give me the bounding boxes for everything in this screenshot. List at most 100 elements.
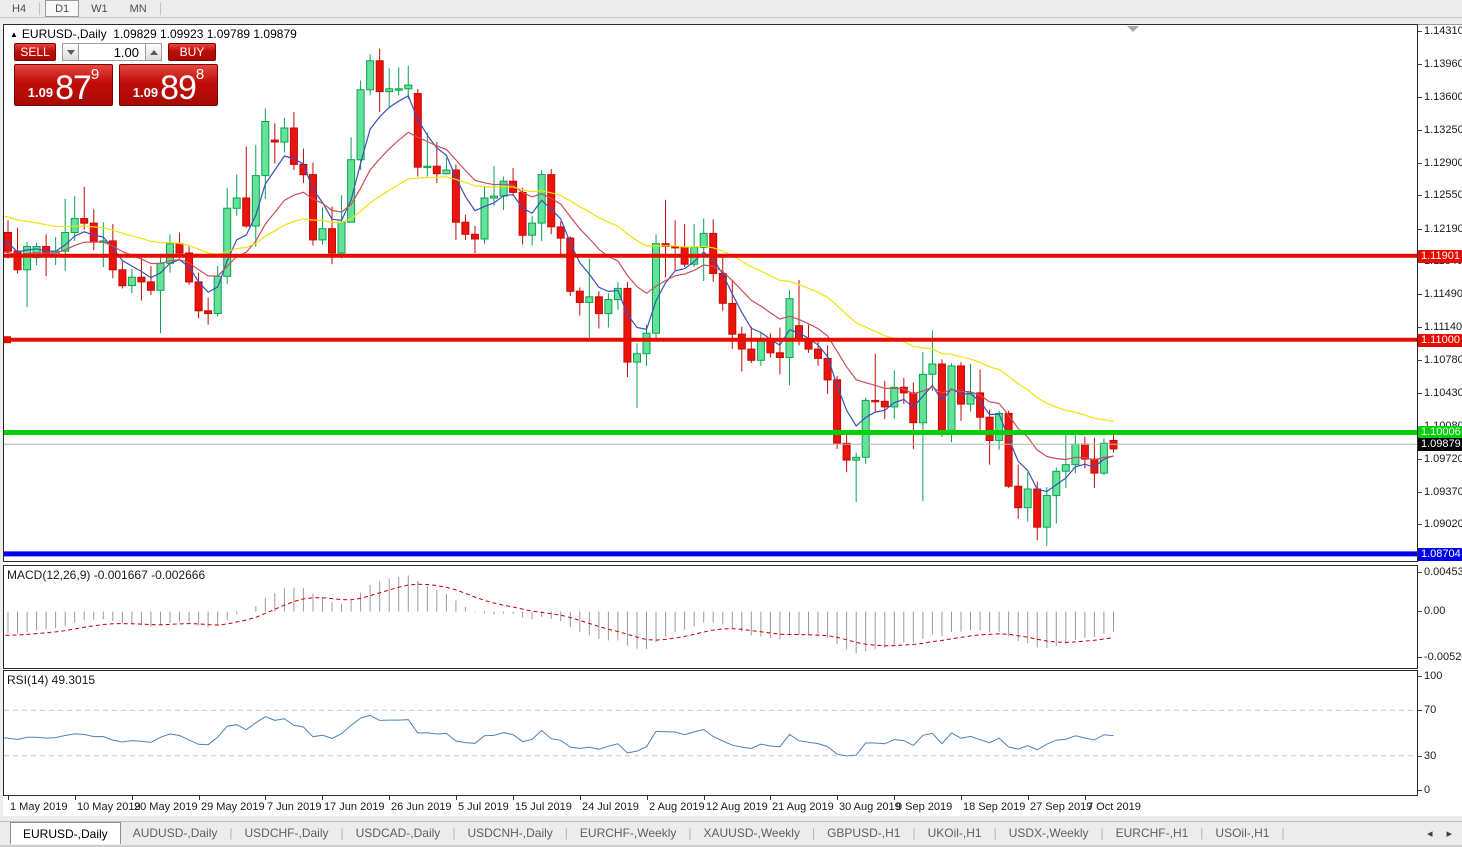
date-axis-tick (1085, 796, 1086, 800)
candle (251, 144, 260, 247)
date-axis-tick (770, 796, 771, 800)
tab-eurchf-weekly[interactable]: EURCHF-,Weekly (579, 826, 677, 840)
tab-xauusd-weekly[interactable]: XAUUSD-,Weekly (703, 826, 800, 840)
candle (566, 236, 575, 296)
toolbar-separator (159, 2, 161, 15)
tab-eurchf-h1[interactable]: EURCHF-,H1 (1115, 826, 1189, 840)
sell-price-prefix: 1.09 (27, 85, 54, 100)
date-axis-label: 12 Aug 2019 (706, 801, 768, 813)
sell-button[interactable]: SELL (14, 43, 56, 61)
rsi-panel[interactable] (3, 670, 1418, 796)
tab-audusd-daily[interactable]: AUDUSD-,Daily (132, 826, 218, 840)
candle (432, 142, 441, 183)
candle (70, 196, 79, 241)
timeframe-button-h4[interactable]: H4 (12, 2, 27, 15)
price-axis-label: 1.11490 (1424, 288, 1462, 300)
ohlc-readout: 1.09829 1.09923 1.09789 1.09879 (113, 27, 297, 41)
candle (890, 370, 899, 419)
tab-usoil-h1[interactable]: USOil-,H1 (1215, 826, 1270, 840)
candle (585, 258, 594, 339)
candle (366, 54, 375, 96)
axis-tick (1418, 31, 1422, 32)
price-axis-label: 1.09370 (1424, 486, 1462, 498)
chart-shift-marker-icon (1127, 26, 1139, 32)
tab-separator: | (811, 826, 816, 840)
macd-panel[interactable] (3, 565, 1418, 669)
candle (966, 364, 975, 412)
volume-input[interactable]: 1.00 (79, 43, 145, 61)
candle (594, 291, 603, 329)
tab-separator: | (452, 826, 456, 840)
buy-button[interactable]: BUY (168, 43, 216, 61)
date-axis-label: 7 Jun 2019 (267, 801, 322, 813)
tab-separator: | (1200, 826, 1204, 840)
rsi-axis-label: 0 (1424, 784, 1431, 796)
candle (61, 198, 70, 271)
date-axis-tick (8, 796, 9, 800)
candle (471, 225, 479, 253)
sell-price-box[interactable]: 1.09 87 9 (14, 64, 113, 106)
candle (480, 186, 489, 244)
price-axis-label: 1.11140 (1424, 321, 1462, 333)
tab-eurusd-daily[interactable]: EURUSD-,Daily (10, 822, 121, 844)
candle (204, 297, 213, 325)
rsi-axis-label: 70 (1424, 704, 1437, 716)
date-axis-label: 2 Aug 2019 (649, 801, 705, 813)
price-axis-label: 1.12900 (1424, 157, 1462, 169)
macd-axis-label: 0.004536 (1424, 566, 1462, 578)
tab-gbpusd-h1[interactable]: GBPUSD-,H1 (827, 826, 901, 840)
candle (289, 112, 298, 170)
candle (575, 287, 584, 316)
candle (871, 353, 880, 413)
tabs-scroll-right-icon[interactable]: ▸ (1446, 828, 1452, 840)
candle (852, 452, 861, 502)
macd-readout: MACD(12,26,9) -0.001667 -0.002666 (7, 568, 206, 582)
date-axis-label: 10 May 2019 (77, 801, 141, 813)
candle (623, 281, 632, 378)
candle (194, 272, 203, 319)
buy-price-box[interactable]: 1.09 89 8 (119, 64, 218, 106)
candle (118, 261, 127, 289)
axis-tick (1418, 229, 1422, 230)
price-axis-label: 1.13600 (1424, 91, 1462, 103)
candle (232, 174, 241, 216)
date-axis-label: 29 May 2019 (201, 801, 265, 813)
axis-tick (1418, 756, 1422, 757)
timeframe-button-mn[interactable]: MN (129, 2, 147, 15)
tab-usdcnh-daily[interactable]: USDCNH-,Daily (467, 826, 553, 840)
axis-tick (1418, 572, 1422, 573)
timeframe-button-d1[interactable]: D1 (45, 0, 80, 17)
axis-tick (1418, 130, 1422, 131)
collapse-icon[interactable]: ▲ (10, 30, 18, 39)
tab-usdcad-daily[interactable]: USDCAD-,Daily (355, 826, 441, 840)
tab-usdx-weekly[interactable]: USDX-,Weekly (1008, 826, 1089, 840)
candle (23, 241, 32, 308)
volume-increase-button[interactable] (145, 43, 162, 61)
candle (775, 327, 784, 375)
tab-usdchf-daily[interactable]: USDCHF-,Daily (244, 826, 329, 840)
axis-tick (1418, 492, 1422, 493)
candle (385, 68, 394, 107)
date-axis-tick (961, 796, 962, 800)
date-axis-tick (1028, 796, 1029, 800)
candle (718, 253, 727, 311)
volume-decrease-button[interactable] (62, 43, 79, 61)
candle (1042, 487, 1051, 546)
date-axis-tick (75, 796, 76, 800)
tabs-scroll-left-icon[interactable]: ◂ (1426, 828, 1433, 840)
volume-up-icon (149, 49, 158, 55)
candle (537, 170, 546, 241)
date-axis-label: 30 Aug 2019 (839, 801, 901, 813)
hline-handle[interactable] (4, 336, 11, 344)
buy-price-pip: 8 (195, 66, 205, 83)
one-click-trading-panel: SELL 1.00 BUY 1.09 87 9 1.09 89 8 (14, 43, 218, 106)
date-axis-label: 5 Jul 2019 (458, 801, 509, 813)
price-axis-label: 1.13960 (1424, 58, 1462, 70)
date-axis-label: 21 Aug 2019 (772, 801, 834, 813)
tab-ukoil-h1[interactable]: UKOil-,H1 (927, 826, 982, 840)
timeframe-button-w1[interactable]: W1 (91, 2, 108, 15)
tab-separator: | (229, 826, 233, 840)
price-chart-panel[interactable] (3, 24, 1418, 562)
hline-price-label: 1.11000 (1418, 333, 1462, 347)
axis-tick (1418, 64, 1422, 65)
